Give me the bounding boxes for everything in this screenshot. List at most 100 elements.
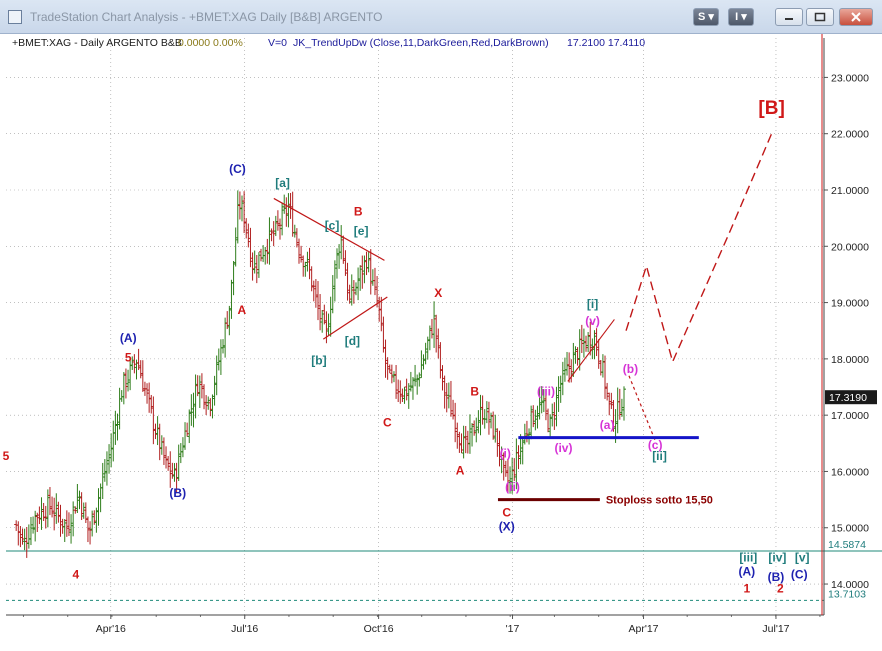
- wave-label: [ii]: [652, 449, 667, 463]
- minimize-button[interactable]: [775, 8, 803, 26]
- header-volume: V=0: [268, 37, 287, 49]
- wave-label: [v]: [795, 551, 810, 565]
- price-bar: [47, 486, 52, 516]
- price-bar: [415, 374, 420, 395]
- price-bar: [149, 394, 154, 414]
- price-bar: [140, 360, 145, 392]
- price-bar: [180, 437, 185, 458]
- price-bar: [434, 314, 439, 353]
- wave-label: 2: [777, 581, 784, 595]
- price-bar: [214, 355, 219, 396]
- price-bar: [389, 364, 394, 384]
- maximize-button[interactable]: [806, 8, 834, 26]
- price-bar: [465, 430, 470, 454]
- header-indicator: JK_TrendUpDw (Close,11,DarkGreen,Red,Dar…: [293, 37, 549, 49]
- price-bar: [529, 405, 534, 440]
- y-tick-label: 14.0000: [831, 579, 869, 591]
- chart-area[interactable]: (C) [a] B [c] [e] [d] [b] A (A) 5 (B) 4 X C B A C (X) [B][…: [0, 34, 882, 646]
- price-bar: [339, 225, 344, 260]
- price-chart[interactable]: (C)[a]B[c] [e][d][b]A(A)5(B)4XCBAC(X)[B][…: [0, 34, 882, 646]
- teal-level-label: 14.5874: [828, 539, 866, 551]
- price-bar: [269, 228, 274, 242]
- price-bar: [242, 191, 247, 234]
- price-bar: [100, 462, 105, 500]
- wave-label: (B): [169, 486, 186, 500]
- price-bar: [246, 223, 251, 248]
- y-tick-label: 18.0000: [831, 354, 869, 366]
- price-bar: [326, 313, 331, 336]
- price-bar: [244, 218, 249, 239]
- price-bar: [531, 405, 536, 428]
- window-titlebar: TradeStation Chart Analysis - +BMET:XAG …: [0, 0, 882, 34]
- price-bar: [250, 252, 255, 281]
- wave-label: 5: [125, 351, 132, 365]
- x-tick-label: Oct'16: [364, 623, 394, 635]
- price-bar: [248, 227, 253, 268]
- price-bar: [159, 435, 164, 455]
- y-tick-label: 23.0000: [831, 72, 869, 84]
- price-bar: [394, 365, 399, 399]
- price-bar: [18, 526, 23, 548]
- price-bar: [111, 420, 116, 462]
- price-bar: [107, 444, 112, 474]
- price-bar: [533, 409, 538, 431]
- price-bar: [480, 395, 485, 425]
- i-menu-button[interactable]: I ▾: [728, 8, 754, 26]
- x-tick-label: Apr'17: [629, 623, 659, 635]
- price-bar: [516, 445, 521, 470]
- wave-label: (iii): [537, 384, 555, 398]
- price-bar: [39, 497, 44, 530]
- price-bar: [235, 190, 240, 244]
- price-bar: [368, 249, 373, 295]
- x-tick-label: Jul'17: [762, 623, 789, 635]
- price-bar: [345, 262, 350, 301]
- wave-label: (A): [120, 331, 137, 345]
- price-bar: [197, 375, 202, 408]
- y-tick-label: 21.0000: [831, 185, 869, 197]
- price-bar: [362, 255, 367, 284]
- price-bar: [77, 490, 82, 510]
- chart-header: +BMET:XAG - Daily ARGENTO B&B 0.0000 0.0…: [12, 37, 645, 49]
- price-bar: [261, 245, 266, 263]
- price-bar: [358, 265, 363, 291]
- minimize-icon: [785, 18, 793, 20]
- price-bar: [52, 497, 57, 531]
- stoploss-label: Stoploss sotto 15,50: [606, 495, 713, 507]
- stoploss-annotation: Stoploss sotto 15,50: [497, 495, 713, 507]
- window-title: TradeStation Chart Analysis - +BMET:XAG …: [30, 10, 383, 24]
- price-bar: [109, 433, 114, 468]
- price-bar: [343, 250, 348, 276]
- close-button[interactable]: [839, 8, 873, 26]
- y-tick-label: 22.0000: [831, 129, 869, 141]
- wave-label: A: [456, 463, 465, 477]
- price-bar: [233, 227, 238, 267]
- price-bar: [172, 463, 177, 482]
- s-menu-button[interactable]: S ▾: [693, 8, 719, 26]
- price-bar: [275, 210, 280, 231]
- price-bar: [470, 423, 475, 447]
- price-bar: [199, 373, 204, 399]
- price-bar: [366, 252, 371, 273]
- price-bar: [145, 383, 150, 404]
- price-bar: [552, 402, 557, 430]
- price-bar: [347, 284, 352, 304]
- wave-channel-line: [567, 319, 615, 382]
- wave-label: [c]: [325, 218, 340, 232]
- price-bar: [273, 215, 278, 237]
- price-bar: [28, 516, 33, 546]
- wave-label: 1: [744, 581, 751, 595]
- price-bar: [117, 387, 122, 430]
- wave-label: (C): [229, 162, 246, 176]
- wave-label: (c): [648, 438, 663, 452]
- price-bar: [421, 354, 426, 370]
- last-price-label: 17.3190: [829, 392, 867, 404]
- price-bar: [520, 437, 525, 465]
- price-bar: [467, 414, 472, 454]
- y-tick-label: 16.0000: [831, 466, 869, 478]
- price-bar: [26, 524, 31, 549]
- last-price-box: [825, 390, 877, 405]
- price-bar: [31, 516, 36, 534]
- price-bar: [427, 325, 432, 351]
- header-symbol: +BMET:XAG - Daily ARGENTO B&B: [12, 37, 182, 49]
- price-bar: [191, 392, 196, 428]
